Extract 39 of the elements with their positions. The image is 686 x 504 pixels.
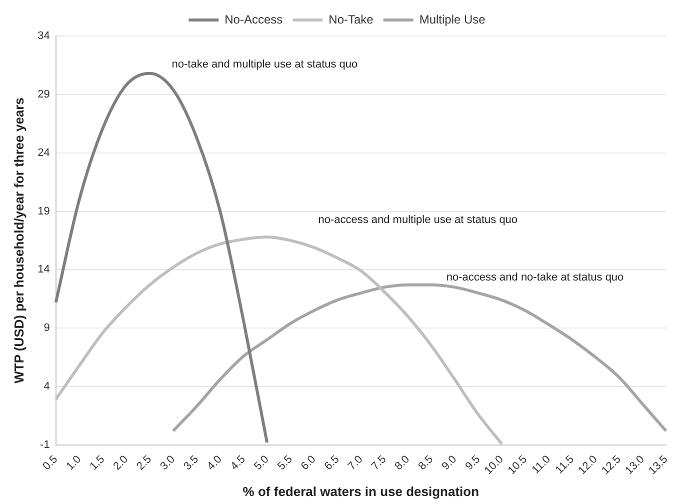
line-series bbox=[172, 283, 668, 432]
y-tick-label: 34 bbox=[38, 30, 50, 42]
x-tick-label: 4.5 bbox=[228, 453, 248, 473]
y-tick-label: 14 bbox=[38, 264, 50, 276]
y-tick-label: 29 bbox=[38, 88, 50, 100]
x-tick-label: 7.5 bbox=[369, 453, 389, 473]
x-tick-label: 9.5 bbox=[463, 453, 483, 473]
legend-label: Multiple Use bbox=[419, 12, 486, 26]
x-tick-label: 3.5 bbox=[182, 453, 201, 473]
x-tick-label: 2.5 bbox=[134, 453, 154, 473]
y-axis-title: WTP (USD) per household/year for three years bbox=[11, 98, 26, 384]
x-tick-label: 5.5 bbox=[275, 453, 295, 473]
x-tick-label: 8.0 bbox=[392, 453, 412, 473]
line-series bbox=[54, 72, 269, 444]
x-tick-label: 6.0 bbox=[298, 453, 318, 473]
x-tick-label: 3.0 bbox=[158, 453, 178, 473]
annotation: no-access and no-take at status quo bbox=[446, 271, 624, 284]
x-axis-title: % of federal waters in use designation bbox=[242, 484, 480, 499]
legend-label: No-Access bbox=[224, 12, 283, 26]
x-tick-label: 4.0 bbox=[205, 453, 224, 473]
x-tick-label: 1.5 bbox=[88, 453, 108, 473]
x-tick-label: 11.5 bbox=[553, 453, 576, 476]
x-tick-label: 0.5 bbox=[40, 453, 60, 473]
x-tick-label: 7.0 bbox=[346, 453, 366, 473]
y-tick-label: 24 bbox=[38, 146, 50, 159]
annotation: no-access and multiple use at status quo bbox=[318, 214, 518, 226]
y-tick-label: 19 bbox=[38, 205, 50, 218]
x-tick-label: 2.0 bbox=[111, 453, 131, 473]
x-tick-label: 8.5 bbox=[416, 453, 436, 473]
y-tick-label: 4 bbox=[44, 380, 50, 393]
x-tick-label: 11.0 bbox=[530, 453, 553, 476]
x-tick-label: 6.5 bbox=[322, 453, 342, 473]
y-tick-label: 9 bbox=[44, 322, 50, 334]
x-tick-label: 5.0 bbox=[252, 453, 272, 473]
x-tick-label: 9.0 bbox=[440, 453, 460, 473]
x-tick-label: 1.0 bbox=[64, 453, 84, 473]
y-tick-label: -1 bbox=[40, 438, 50, 451]
annotation: no-take and multiple use at status quo bbox=[172, 58, 358, 71]
legend-label: No-Take bbox=[328, 12, 374, 26]
